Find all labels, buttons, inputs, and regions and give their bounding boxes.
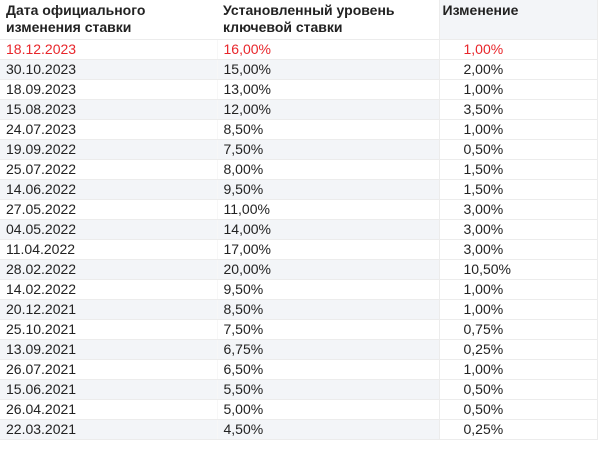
table-row: 04.05.2022 14,00% 3,00% — [0, 219, 598, 240]
cell-change: 0,50% — [438, 399, 598, 420]
cell-date: 25.10.2021 — [0, 319, 217, 340]
table-row: 15.08.2023 12,00% 3,50% — [0, 99, 598, 120]
cell-date: 15.08.2023 — [0, 99, 217, 120]
cell-date: 26.04.2021 — [0, 399, 217, 420]
table-row: 27.05.2022 11,00% 3,00% — [0, 199, 598, 220]
cell-change: 2,00% — [438, 59, 598, 80]
cell-date: 19.09.2022 — [0, 139, 217, 160]
table-row: 11.04.2022 17,00% 3,00% — [0, 239, 598, 260]
cell-change: 0,25% — [438, 419, 598, 440]
table-row: 18.12.2023 16,00% 1,00% — [0, 39, 598, 60]
cell-rate: 13,00% — [216, 79, 439, 100]
cell-change: 1,00% — [438, 39, 598, 60]
cell-change: 1,00% — [438, 119, 598, 140]
cell-rate: 4,50% — [216, 419, 439, 440]
cell-rate: 9,50% — [216, 179, 439, 200]
cell-change: 3,50% — [438, 99, 598, 120]
cell-change: 0,50% — [438, 379, 598, 400]
cell-change: 0,25% — [438, 339, 598, 360]
cell-rate: 5,50% — [216, 379, 439, 400]
header-date: Дата официального изменения ставки — [0, 0, 217, 40]
table-row: 13.09.2021 6,75% 0,25% — [0, 339, 598, 360]
cell-rate: 16,00% — [216, 39, 439, 60]
table-row: 14.02.2022 9,50% 1,00% — [0, 279, 598, 300]
cell-date: 11.04.2022 — [0, 239, 217, 260]
cell-date: 14.02.2022 — [0, 279, 217, 300]
cell-rate: 17,00% — [216, 239, 439, 260]
header-rate: Установленный уровень ключевой ставки — [217, 0, 439, 40]
cell-change: 1,50% — [438, 159, 598, 180]
cell-change: 3,00% — [438, 219, 598, 240]
cell-change: 1,00% — [438, 279, 598, 300]
table-row: 15.06.2021 5,50% 0,50% — [0, 379, 598, 400]
cell-rate: 8,50% — [216, 119, 439, 140]
cell-date: 20.12.2021 — [0, 299, 217, 320]
cell-date: 18.12.2023 — [0, 39, 217, 60]
table-row: 26.07.2021 6,50% 1,00% — [0, 359, 598, 380]
cell-date: 18.09.2023 — [0, 79, 217, 100]
header-change: Изменение — [438, 0, 598, 40]
cell-rate: 7,50% — [216, 139, 439, 160]
cell-date: 22.03.2021 — [0, 419, 217, 440]
cell-rate: 8,00% — [216, 159, 439, 180]
cell-rate: 6,50% — [216, 359, 439, 380]
cell-date: 30.10.2023 — [0, 59, 217, 80]
cell-date: 13.09.2021 — [0, 339, 217, 360]
cell-rate: 15,00% — [216, 59, 439, 80]
cell-date: 14.06.2022 — [0, 179, 217, 200]
table-row: 14.06.2022 9,50% 1,50% — [0, 179, 598, 200]
table-row: 20.12.2021 8,50% 1,00% — [0, 299, 598, 320]
cell-change: 3,00% — [438, 199, 598, 220]
cell-date: 26.07.2021 — [0, 359, 217, 380]
cell-date: 04.05.2022 — [0, 219, 217, 240]
table-row: 24.07.2023 8,50% 1,00% — [0, 119, 598, 140]
table-row: 30.10.2023 15,00% 2,00% — [0, 59, 598, 80]
cell-rate: 8,50% — [216, 299, 439, 320]
cell-rate: 9,50% — [216, 279, 439, 300]
cell-change: 0,50% — [438, 139, 598, 160]
cell-change: 3,00% — [438, 239, 598, 260]
cell-change: 10,50% — [438, 259, 598, 280]
cell-rate: 11,00% — [216, 199, 439, 220]
cell-date: 28.02.2022 — [0, 259, 217, 280]
table-row: 25.10.2021 7,50% 0,75% — [0, 319, 598, 340]
table-row: 26.04.2021 5,00% 0,50% — [0, 399, 598, 420]
table-row: 18.09.2023 13,00% 1,00% — [0, 79, 598, 100]
cell-change: 1,00% — [438, 79, 598, 100]
key-rate-table: Дата официального изменения ставки Устан… — [0, 0, 598, 440]
table-row: 28.02.2022 20,00% 10,50% — [0, 259, 598, 280]
table-row: 19.09.2022 7,50% 0,50% — [0, 139, 598, 160]
table-row: 22.03.2021 4,50% 0,25% — [0, 419, 598, 440]
cell-rate: 6,75% — [216, 339, 439, 360]
cell-date: 24.07.2023 — [0, 119, 217, 140]
cell-rate: 5,00% — [216, 399, 439, 420]
table-row: 25.07.2022 8,00% 1,50% — [0, 159, 598, 180]
cell-date: 25.07.2022 — [0, 159, 217, 180]
cell-change: 1,00% — [438, 299, 598, 320]
cell-rate: 7,50% — [216, 319, 439, 340]
cell-rate: 12,00% — [216, 99, 439, 120]
cell-date: 27.05.2022 — [0, 199, 217, 220]
cell-date: 15.06.2021 — [0, 379, 217, 400]
cell-change: 1,00% — [438, 359, 598, 380]
cell-rate: 14,00% — [216, 219, 439, 240]
cell-rate: 20,00% — [216, 259, 439, 280]
cell-change: 0,75% — [438, 319, 598, 340]
cell-change: 1,50% — [438, 179, 598, 200]
table-header-row: Дата официального изменения ставки Устан… — [0, 0, 598, 40]
